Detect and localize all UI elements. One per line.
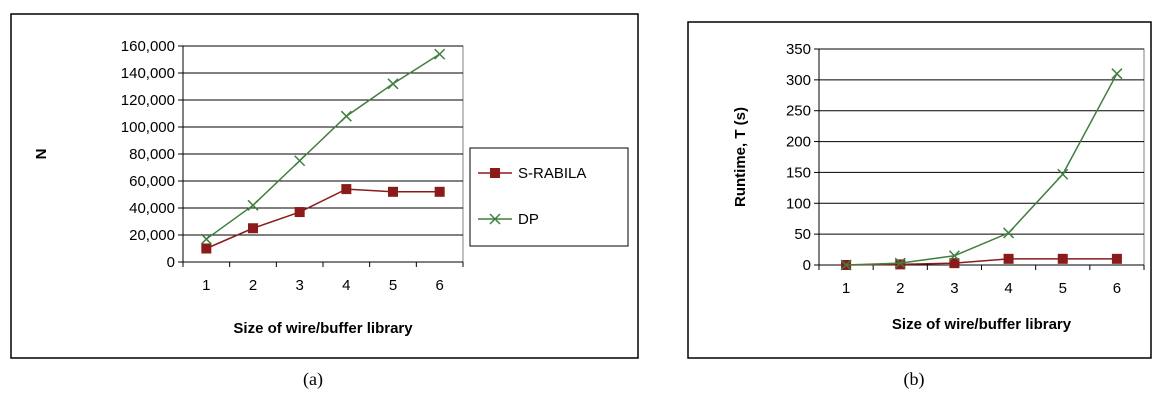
chart-a-y-tick-label: 60,000 bbox=[129, 173, 175, 190]
chart-b-series-0-point bbox=[1003, 253, 1014, 264]
chart-b-series-1-point bbox=[1057, 168, 1069, 180]
chart-b-series-1-point-stroke bbox=[894, 257, 906, 269]
chart-a-series-1-point bbox=[294, 155, 306, 167]
chart-a-y-tick-label: 120,000 bbox=[121, 92, 175, 109]
chart-b-series-0-line bbox=[846, 258, 1117, 266]
caption-b: (b) bbox=[904, 369, 925, 390]
chart-b-y-axis-label: Runtime, T (s) bbox=[732, 107, 749, 207]
chart-a-series-0-point bbox=[434, 186, 445, 197]
chart-a: 0 20,000 40,000 60,000 80,000 100,000 120,000 1… bbox=[33, 38, 464, 337]
chart-a-series-0-point bbox=[201, 243, 212, 254]
chart-a-series-1-point-stroke bbox=[200, 233, 212, 245]
chart-b-frame bbox=[687, 21, 1152, 359]
chart-a-x-tick-label: 1 bbox=[202, 277, 210, 294]
chart-b-series-1-point-stroke bbox=[948, 250, 960, 262]
chart-b-series-1-line bbox=[846, 73, 1118, 266]
chart-a-y-axis-label: N bbox=[33, 149, 50, 160]
chart-a-x-axis-label: Size of wire/buffer library bbox=[233, 320, 413, 337]
chart-b-x-tick-label: 4 bbox=[1004, 280, 1012, 297]
chart-a-series-0-point bbox=[294, 207, 305, 218]
chart-a-series-0-point bbox=[388, 186, 398, 197]
chart-b-x-tick-label: 6 bbox=[1113, 280, 1121, 297]
chart-a-y-tick-label: 80,000 bbox=[129, 146, 175, 163]
chart-a-series-1-line bbox=[205, 53, 441, 240]
chart-b-y-tick-label: 0 bbox=[803, 257, 811, 274]
chart-a-x-tick-label: 6 bbox=[435, 277, 443, 294]
chart-a-y-tick-label: 100,000 bbox=[121, 119, 175, 136]
chart-b-x-axis-label: Size of wire/buffer library bbox=[892, 316, 1072, 333]
chart-a-series-1-point-stroke bbox=[247, 199, 259, 211]
chart-b-y-tick-label: 100 bbox=[786, 195, 811, 212]
chart-b-series-0-point bbox=[895, 259, 906, 270]
chart-b-x-tick-label: 1 bbox=[842, 280, 850, 297]
chart-b-y-tick-label: 200 bbox=[786, 134, 811, 151]
chart-b-series-1-point bbox=[948, 250, 960, 262]
chart-b-series-1-point bbox=[1003, 227, 1015, 239]
legend: S-RABILA DP bbox=[469, 147, 629, 247]
chart-a-series-1-point bbox=[247, 199, 259, 211]
chart-a-y-tick-label: 160,000 bbox=[121, 38, 175, 55]
chart-b-x-tick-label: 2 bbox=[896, 280, 904, 297]
chart-a-x-tick-label: 4 bbox=[342, 277, 350, 294]
chart-b-series-1-point-stroke bbox=[1003, 227, 1015, 239]
chart-a-series-0-point bbox=[248, 223, 258, 234]
chart-b-y-tick-label: 250 bbox=[786, 103, 811, 120]
chart-a-x-tick-label: 2 bbox=[249, 277, 257, 294]
chart-b-series-1-point bbox=[840, 259, 852, 271]
chart-b-x-tick-label: 5 bbox=[1059, 280, 1067, 297]
chart-b-series-1-point bbox=[1111, 68, 1123, 80]
chart-a-series-1-point-stroke bbox=[434, 48, 446, 60]
chart-b-y-tick-label: 350 bbox=[786, 41, 811, 58]
legend-marker-s-rabila bbox=[490, 168, 500, 178]
legend-box bbox=[469, 147, 629, 247]
chart-a-series-1-point-stroke bbox=[294, 155, 306, 167]
chart-b-y-tick-label: 50 bbox=[794, 226, 811, 243]
chart-a-series-1-point bbox=[340, 110, 352, 122]
chart-a-series-1-point bbox=[434, 48, 446, 60]
chart-b-series-0-point bbox=[1057, 253, 1068, 264]
chart-a-y-tick-label: 140,000 bbox=[121, 65, 175, 82]
chart-a-x-tick-label: 3 bbox=[295, 277, 303, 294]
chart-b-series-1-point-stroke bbox=[840, 259, 852, 271]
chart-a-series-0-point bbox=[341, 184, 352, 195]
chart-b-y-tick-label: 300 bbox=[786, 72, 811, 89]
chart-a-series-1-point bbox=[387, 78, 399, 90]
chart-a-y-tick-label: 20,000 bbox=[129, 227, 175, 244]
chart-a-series-0-line bbox=[206, 188, 440, 250]
chart-a-series-1-point bbox=[200, 233, 212, 245]
legend-label-dp: DP bbox=[518, 211, 539, 228]
chart-b-series-1-point-stroke bbox=[1057, 168, 1069, 180]
legend-label-s-rabila: S-RABILA bbox=[518, 165, 586, 182]
chart-b-series-0-point bbox=[949, 258, 960, 269]
chart-b-series-1-point-stroke bbox=[1111, 68, 1123, 80]
chart-a-y-tick-label: 40,000 bbox=[129, 200, 175, 217]
chart-b: 0 50 100 150 200 250 300 350 1 2 3 4 5 6 Size of wire/… bbox=[732, 41, 1145, 333]
chart-b-x-tick-label: 3 bbox=[950, 280, 958, 297]
legend-marker-dp bbox=[489, 213, 501, 225]
chart-a-x-tick-label: 5 bbox=[389, 277, 397, 294]
chart-b-series-0-point bbox=[1111, 253, 1122, 264]
chart-a-series-1-point-stroke bbox=[340, 110, 352, 122]
chart-a-y-tick-label: 0 bbox=[167, 254, 175, 271]
caption-a: (a) bbox=[303, 369, 323, 390]
chart-b-series-1-point bbox=[894, 257, 906, 269]
chart-a-series-1-point-stroke bbox=[387, 78, 399, 90]
chart-b-y-tick-label: 150 bbox=[786, 164, 811, 181]
